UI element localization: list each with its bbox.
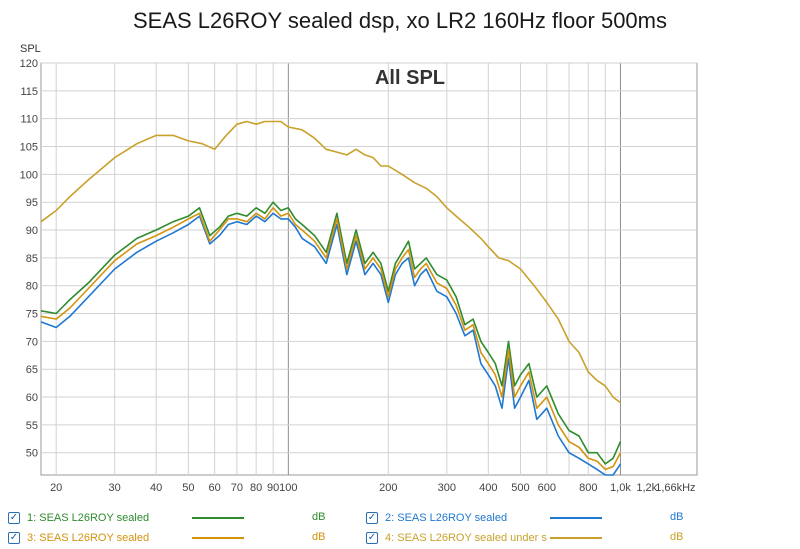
y-tick-label: 75 bbox=[26, 309, 38, 321]
x-tick-label: 60 bbox=[209, 482, 221, 494]
legend-swatch-2 bbox=[550, 517, 602, 519]
series-line-2 bbox=[40, 212, 622, 476]
chart-title: SEAS L26ROY sealed dsp, xo LR2 160Hz flo… bbox=[132, 8, 667, 33]
x-tick-label: 800 bbox=[579, 482, 597, 494]
x-tick-label: 1,0k bbox=[610, 482, 631, 494]
series-line-1 bbox=[40, 201, 622, 465]
x-tick-label: 40 bbox=[150, 482, 162, 494]
legend-unit-4: dB bbox=[670, 531, 684, 543]
x-tick-label: 400 bbox=[479, 482, 497, 494]
x-tick-label: 30 bbox=[109, 482, 121, 494]
legend-swatch-1 bbox=[192, 517, 244, 519]
x-tick-label: 500 bbox=[511, 482, 529, 494]
x-tick-label: 200 bbox=[379, 482, 397, 494]
y-axis-label: SPL bbox=[20, 43, 41, 55]
x-tick-label: 20 bbox=[50, 482, 62, 494]
x-tick-label: 70 bbox=[231, 482, 243, 494]
x-tick-label: 300 bbox=[438, 482, 456, 494]
legend-label-2: 2: SEAS L26ROY sealed bbox=[385, 512, 508, 524]
legend-item-1[interactable]: ✓ 1: SEAS L26ROY sealed bbox=[8, 510, 149, 526]
legend-item-4[interactable]: ✓ 4: SEAS L26ROY sealed under s bbox=[366, 530, 547, 546]
y-tick-label: 105 bbox=[20, 142, 38, 154]
y-tick-label: 90 bbox=[26, 225, 38, 237]
x-tick-label: 100 bbox=[279, 482, 297, 494]
legend-item-3[interactable]: ✓ 3: SEAS L26ROY sealed bbox=[8, 530, 149, 546]
legend-swatch-4 bbox=[550, 537, 602, 539]
y-tick-label: 85 bbox=[26, 253, 38, 265]
y-tick-label: 100 bbox=[20, 169, 38, 181]
y-tick-label: 115 bbox=[20, 86, 38, 98]
x-tick-label: 80 bbox=[250, 482, 262, 494]
legend-unit-3: dB bbox=[312, 531, 326, 543]
legend-unit-1: dB bbox=[312, 511, 326, 523]
y-tick-label: 60 bbox=[26, 392, 38, 404]
x-tick-label: 1,2k bbox=[636, 482, 657, 494]
legend-swatch-3 bbox=[192, 537, 244, 539]
y-tick-label: 50 bbox=[26, 448, 38, 460]
checkbox-icon[interactable]: ✓ bbox=[366, 532, 378, 544]
legend: ✓ 1: SEAS L26ROY sealed dB ✓ 3: SEAS L26… bbox=[0, 504, 800, 549]
checkbox-icon[interactable]: ✓ bbox=[8, 532, 20, 544]
checkbox-icon[interactable]: ✓ bbox=[8, 512, 20, 524]
checkbox-icon[interactable]: ✓ bbox=[366, 512, 378, 524]
y-tick-label: 120 bbox=[20, 58, 38, 70]
legend-label-1: 1: SEAS L26ROY sealed bbox=[27, 512, 150, 524]
x-tick-label: 50 bbox=[182, 482, 194, 494]
legend-unit-2: dB bbox=[670, 511, 684, 523]
legend-label-4: 4: SEAS L26ROY sealed under s bbox=[385, 532, 547, 544]
series-line-4 bbox=[40, 120, 621, 404]
y-tick-label: 80 bbox=[26, 281, 38, 293]
x-tick-label: 90 bbox=[267, 482, 279, 494]
x-tick-label: 600 bbox=[538, 482, 556, 494]
legend-label-3: 3: SEAS L26ROY sealed bbox=[27, 532, 150, 544]
y-tick-label: 70 bbox=[26, 336, 38, 348]
y-tick-label: 65 bbox=[26, 364, 38, 376]
y-tick-label: 55 bbox=[26, 420, 38, 432]
x-tick-label: 1,66kHz bbox=[655, 482, 695, 494]
y-tick-label: 95 bbox=[26, 197, 38, 209]
chart-annotation: All SPL bbox=[375, 67, 445, 89]
series-line-3 bbox=[40, 207, 622, 471]
legend-item-2[interactable]: ✓ 2: SEAS L26ROY sealed bbox=[366, 510, 507, 526]
y-tick-label: 110 bbox=[20, 114, 38, 126]
